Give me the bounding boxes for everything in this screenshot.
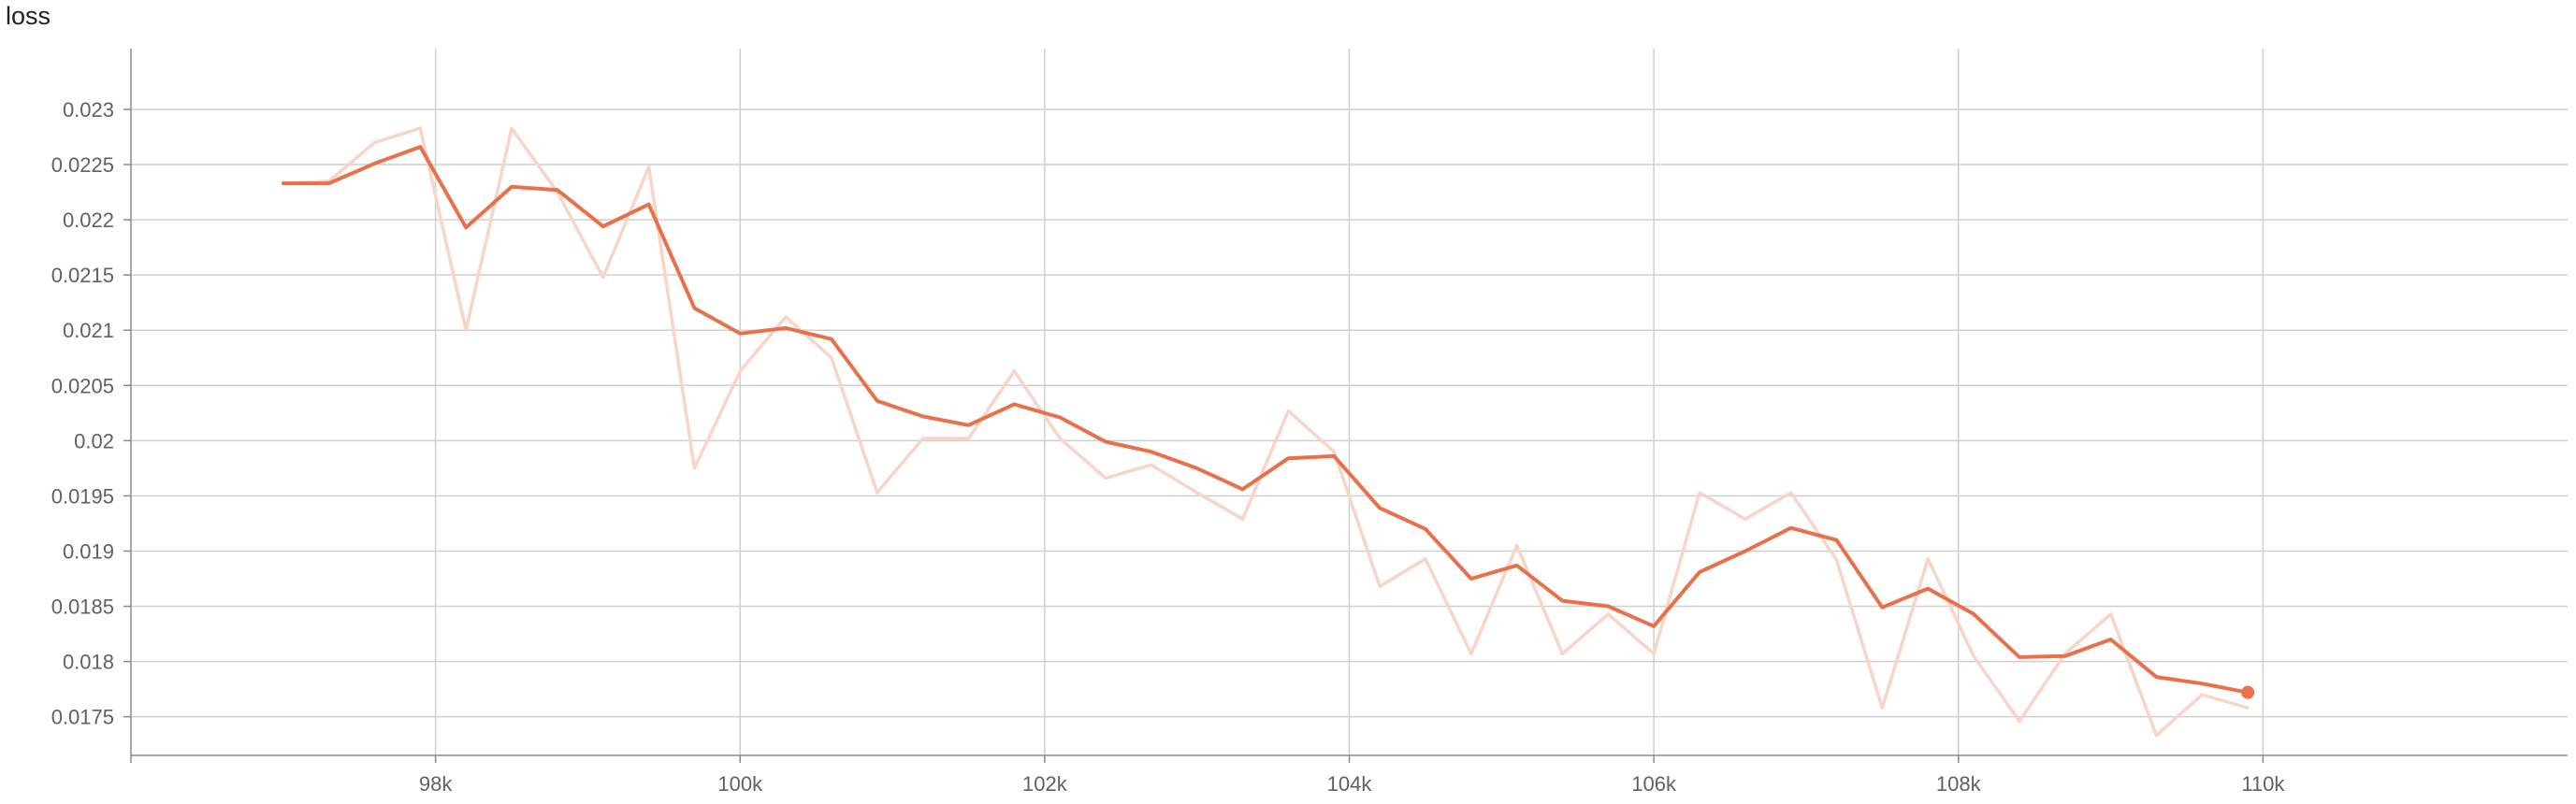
y-tick-label: 0.019 xyxy=(63,539,114,563)
chart-title: loss xyxy=(6,2,51,30)
axis-layer xyxy=(123,49,2568,763)
series-layer xyxy=(281,126,2255,738)
x-tick-label: 98k xyxy=(419,772,453,796)
x-tick-label: 108k xyxy=(1936,772,1982,796)
x-tick-label: 104k xyxy=(1327,772,1373,796)
y-tick-label: 0.023 xyxy=(63,98,114,122)
x-tick-label: 100k xyxy=(717,772,763,796)
x-tick-label: 106k xyxy=(1631,772,1677,796)
y-tick-label: 0.0215 xyxy=(51,264,114,287)
tick-label-layer: 0.0175 0.018 0.0185 0.019 0.0195 0.02 0.0205 0.… xyxy=(51,98,2286,796)
series-line-smoothed xyxy=(281,145,2250,695)
y-tick-label: 0.018 xyxy=(63,651,114,674)
y-tick-label: 0.021 xyxy=(63,319,114,342)
series-line-raw xyxy=(282,126,2250,738)
y-tick-label: 0.02 xyxy=(74,429,114,452)
y-tick-label: 0.0195 xyxy=(51,484,114,508)
y-tick-label: 0.022 xyxy=(63,208,114,232)
y-tick-label: 0.0175 xyxy=(51,706,114,729)
y-tick-label: 0.0185 xyxy=(51,596,114,619)
y-tick-label: 0.0225 xyxy=(51,153,114,177)
x-tick-label: 102k xyxy=(1022,772,1068,796)
smoothed-last-point xyxy=(2241,685,2255,699)
y-tick-label: 0.0205 xyxy=(51,374,114,397)
grid-layer xyxy=(131,49,2568,755)
x-tick-label: 110k xyxy=(2241,772,2285,796)
